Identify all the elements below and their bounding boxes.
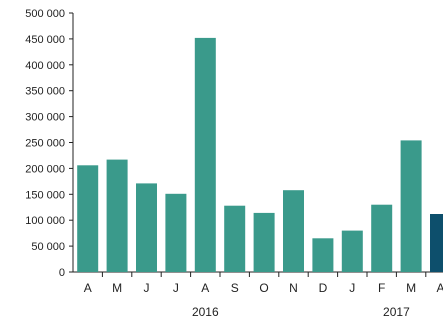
bar — [253, 212, 275, 272]
bar — [400, 140, 422, 272]
bar — [165, 193, 187, 272]
x-tick-label: M — [112, 281, 122, 295]
bar — [341, 230, 363, 272]
year-group-label: 2016 — [192, 305, 219, 319]
bar — [371, 204, 393, 272]
bar — [77, 165, 99, 272]
y-tick-label: 400 000 — [25, 60, 65, 72]
bar — [224, 205, 246, 272]
year-group-label: 2017 — [383, 305, 410, 319]
x-tick-label: J — [144, 281, 150, 295]
bar — [430, 214, 443, 272]
labels: 0 50 000 100 000 150 000 200 000 250 000 300 0… — [25, 8, 443, 319]
y-tick-label: 150 000 — [25, 189, 65, 201]
y-tick-label: 450 000 — [25, 34, 65, 46]
bar — [106, 159, 128, 272]
y-tick-label: 100 000 — [25, 215, 65, 227]
x-tick-label: J — [349, 281, 355, 295]
bar — [194, 37, 216, 273]
x-tick-label: D — [319, 281, 328, 295]
x-tick-label: J — [173, 281, 179, 295]
y-tick-label: 250 000 — [25, 138, 65, 150]
x-tick-label: A — [84, 281, 92, 295]
bars — [77, 37, 443, 273]
x-tick-label: N — [289, 281, 298, 295]
y-tick-label: 500 000 — [25, 8, 65, 20]
y-tick-label: 300 000 — [25, 112, 65, 124]
x-tick-label: A — [436, 281, 443, 295]
y-tick-label: 50 000 — [31, 241, 65, 253]
bar — [136, 183, 157, 272]
x-tick-label: A — [201, 281, 209, 295]
y-tick-label: 350 000 — [25, 86, 65, 98]
x-tick-label: M — [406, 281, 416, 295]
bar — [283, 190, 304, 272]
x-tick-label: O — [259, 281, 268, 295]
bar — [312, 238, 334, 272]
x-tick-label: F — [378, 281, 385, 295]
y-tick-label: 0 — [59, 267, 65, 279]
x-tick-label: S — [231, 281, 239, 295]
y-tick-label: 200 000 — [25, 163, 65, 175]
